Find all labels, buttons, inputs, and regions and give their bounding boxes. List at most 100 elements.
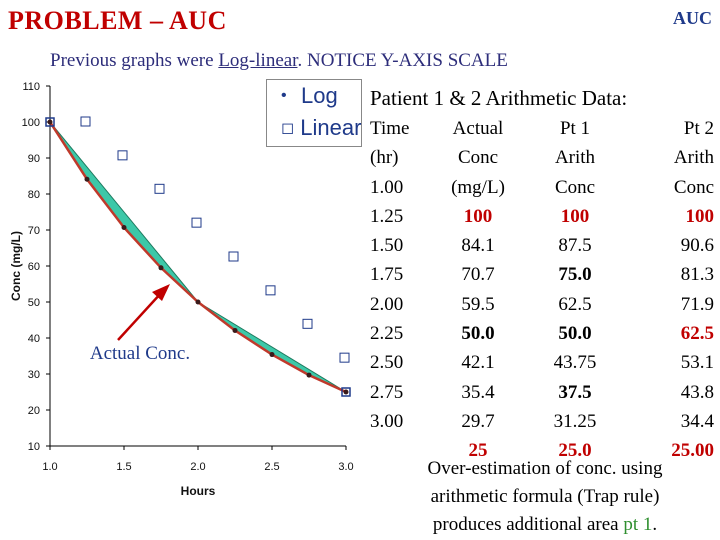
legend-item-log: • Log xyxy=(267,80,361,112)
table-cell: 3.00 xyxy=(370,410,404,432)
table-col-pt2: Pt 2 Arith Conc 100 90.6 81.3 71.9 62.5 53.1 43.8… xyxy=(612,114,714,466)
note-line-1: Over-estimation of conc. using xyxy=(427,458,663,479)
x-axis-label: Hours xyxy=(181,484,216,498)
annotation-label: Actual Conc. xyxy=(90,343,190,364)
point-linear-2 xyxy=(154,183,165,194)
table-cell: 62.5 xyxy=(680,323,714,345)
y-tick-label-6: 70 xyxy=(28,225,40,237)
legend-label-linear: Linear xyxy=(300,115,362,140)
table-cell: 37.5 xyxy=(558,381,592,403)
annotation-arrow-head xyxy=(152,284,170,301)
point-linear-5 xyxy=(265,285,276,296)
table-cell: 2.25 xyxy=(370,323,404,345)
table-cell: 43.75 xyxy=(553,352,597,374)
table-cell: 43.8 xyxy=(680,381,714,403)
point-log-3 xyxy=(158,265,164,271)
table-header-cell: Conc xyxy=(554,176,596,198)
table-cell: 62.5 xyxy=(558,293,592,315)
legend-item-linear: ◻ Linear xyxy=(267,112,361,144)
table-cell: 35.4 xyxy=(461,381,495,403)
table-cell: 81.3 xyxy=(680,264,714,286)
table-cell: 75.0 xyxy=(558,264,592,286)
table-col-time: Time (hr) 1.00 1.25 1.50 1.75 2.00 2.25 2.50 2.75… xyxy=(370,114,409,436)
series-lines-layer xyxy=(45,116,351,397)
y-tick-label-2: 30 xyxy=(28,369,40,381)
table-cell: 100 xyxy=(560,205,590,227)
y-tick-label-1: 20 xyxy=(28,405,40,417)
table-cell: 100 xyxy=(685,205,715,227)
point-log-7 xyxy=(306,372,312,378)
y-tick-label-10: 110 xyxy=(22,81,40,93)
x-tick-label-4: 3.0 xyxy=(338,461,353,473)
y-tick-label-8: 90 xyxy=(28,153,40,165)
note-line-2: arithmetic formula (Trap rule) xyxy=(430,486,660,507)
point-log-2 xyxy=(121,224,127,230)
note-line-3: produces additional area pt 1. xyxy=(370,511,720,539)
table-col-pt1: Pt 1 Arith Conc 100 87.5 75.0 62.5 50.0 43.75 37.… xyxy=(515,114,635,466)
table-header-cell: Arith xyxy=(673,147,714,169)
point-linear-4 xyxy=(228,251,239,262)
y-tick-label-9: 100 xyxy=(22,117,40,129)
table-header-cell: (mg/L) xyxy=(451,176,505,198)
table-cell: 100 xyxy=(463,205,493,227)
table-header-cell: Pt 2 xyxy=(683,118,714,139)
y-tick-label-5: 60 xyxy=(28,261,40,273)
point-linear-0 xyxy=(80,116,91,127)
table-cell: 2.00 xyxy=(370,293,404,315)
table-header-cell: Time xyxy=(370,118,410,139)
bullet-icon: • xyxy=(281,87,287,104)
table-header-cell: Pt 1 xyxy=(559,118,591,139)
note-line-3-prefix: produces additional area xyxy=(432,514,624,535)
table-header-cell: Conc xyxy=(457,147,499,169)
point-log-4 xyxy=(195,299,201,305)
tick-labels-layer: 10 20 30 40 50 60 70 80 90 100 110 1.0 1.5 2.0 2.5 3.0 xyxy=(22,81,354,473)
table-header-cell: Actual xyxy=(452,118,504,139)
table-cell: 25.0 xyxy=(558,440,592,462)
y-axis-label: Conc (mg/L) xyxy=(9,231,23,301)
table-cell: 50.0 xyxy=(558,323,592,345)
table-cell: 1.25 xyxy=(370,205,404,227)
point-linear-7 xyxy=(339,352,350,363)
table-cell: 90.6 xyxy=(680,235,714,257)
subtitle-underlined: Log-linear xyxy=(218,50,298,71)
point-linear-1 xyxy=(117,150,128,161)
table-cell: 1.50 xyxy=(370,235,404,257)
table-header-cell: Conc xyxy=(673,176,714,198)
table-cell: 87.5 xyxy=(558,235,592,257)
note-line-3-suffix: . xyxy=(652,514,658,535)
x-tick-label-3: 2.5 xyxy=(264,461,279,473)
table-cell: 59.5 xyxy=(461,293,495,315)
x-tick-label-2: 2.0 xyxy=(190,461,205,473)
table-cell: 1.75 xyxy=(370,264,404,286)
y-tick-label-4: 50 xyxy=(28,297,40,309)
table-cell: 1.00 xyxy=(370,176,404,198)
subtitle: Previous graphs were Log-linear. NOTICE … xyxy=(50,50,508,72)
annotation-arrow-line xyxy=(117,291,163,341)
section-tag: AUC xyxy=(673,8,712,28)
table-header-cell: (hr) xyxy=(370,147,399,169)
table-header-cell: Arith xyxy=(554,147,596,169)
conclusion-note: Over-estimation of conc. using arithmeti… xyxy=(370,455,720,539)
table-cell: 50.0 xyxy=(461,323,495,345)
table-cell: 53.1 xyxy=(680,352,714,374)
point-linear-6 xyxy=(302,318,313,329)
chart-legend: • Log ◻ Linear xyxy=(266,79,362,147)
table-cell: 25 xyxy=(468,440,488,462)
subtitle-suffix: . NOTICE Y-AXIS SCALE xyxy=(297,50,508,71)
x-tick-label-0: 1.0 xyxy=(42,461,57,473)
table-cell: 25.00 xyxy=(671,440,714,462)
annotation-arrow xyxy=(117,284,170,341)
table-cell: 2.50 xyxy=(370,352,404,374)
point-linear-3 xyxy=(191,217,202,228)
point-log-1 xyxy=(84,176,90,182)
point-log-6 xyxy=(269,352,275,358)
table-col-actual: Actual Conc (mg/L) 100 84.1 70.7 59.5 50.0 42.1 3… xyxy=(418,114,538,466)
table-cell: 29.7 xyxy=(461,410,495,432)
y-tick-label-3: 40 xyxy=(28,333,40,345)
endpoint-marker-8 xyxy=(341,387,351,397)
square-icon: ◻ xyxy=(281,120,295,137)
point-log-5 xyxy=(232,327,238,333)
subtitle-prefix: Previous graphs were xyxy=(50,50,219,71)
x-tick-label-1: 1.5 xyxy=(116,461,131,473)
